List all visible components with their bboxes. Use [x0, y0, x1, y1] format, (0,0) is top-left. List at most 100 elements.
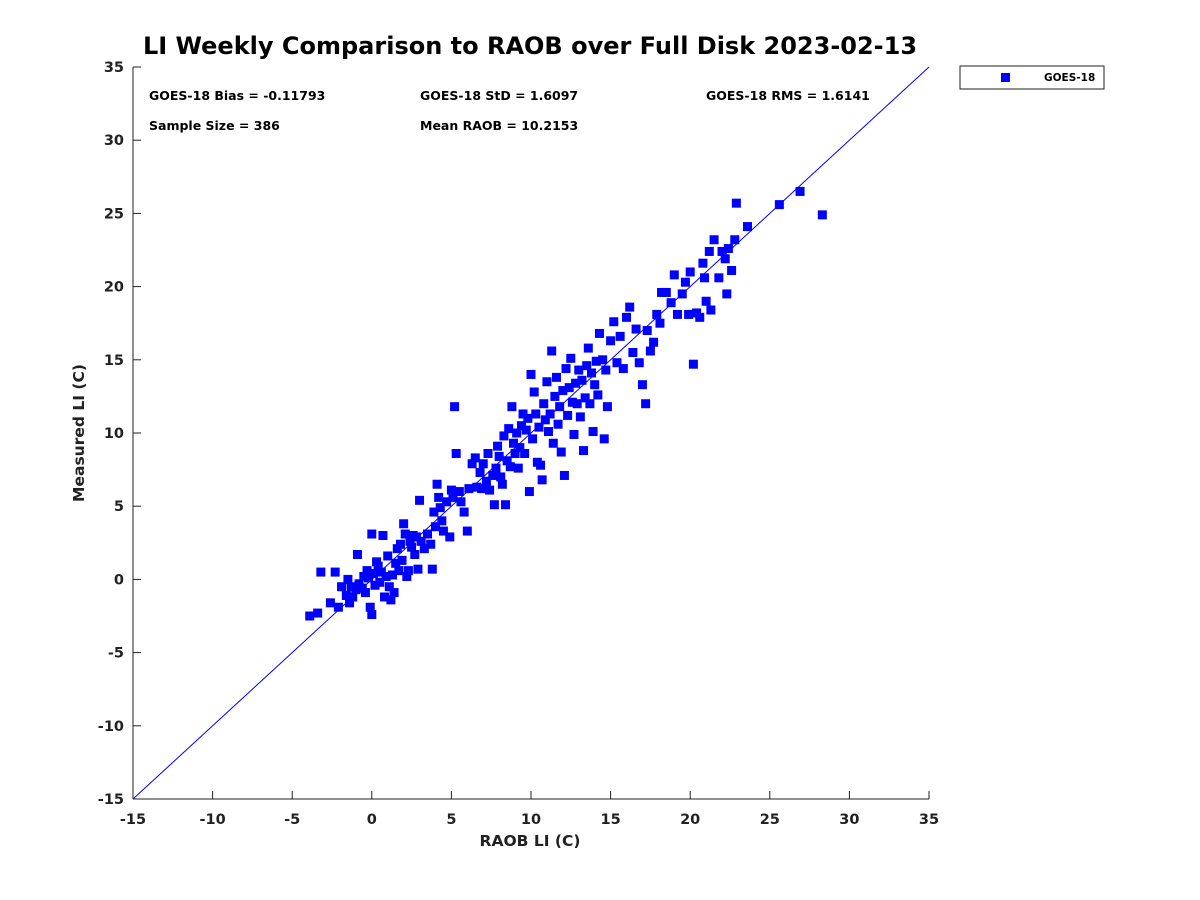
data-point: [415, 495, 425, 505]
data-point: [394, 566, 404, 576]
data-point: [542, 377, 552, 387]
data-point: [590, 380, 600, 390]
y-tick-label: 25: [104, 206, 124, 222]
data-point: [483, 448, 493, 458]
data-point: [381, 571, 391, 581]
y-axis-ticks: -15 -10 -5 0 5 10 15 20 25 30 35: [98, 60, 141, 808]
data-point: [451, 448, 461, 458]
data-point: [555, 402, 565, 412]
data-point: [360, 588, 370, 598]
data-point: [367, 529, 377, 539]
legend: GOES-18: [959, 65, 1105, 90]
data-point: [688, 359, 698, 369]
data-point: [545, 409, 555, 419]
data-point: [540, 415, 550, 425]
data-point: [362, 566, 372, 576]
data-point: [521, 425, 531, 435]
data-point: [365, 602, 375, 612]
data-point: [373, 561, 383, 571]
data-point: [731, 198, 741, 208]
data-point: [437, 516, 447, 526]
data-point: [445, 532, 455, 542]
data-point: [494, 451, 504, 461]
data-point: [523, 413, 533, 423]
data-point: [700, 273, 710, 283]
data-point: [547, 346, 557, 356]
data-point: [625, 302, 635, 312]
data-point: [516, 421, 526, 431]
data-point: [411, 532, 421, 542]
data-point: [485, 485, 495, 495]
data-point: [666, 298, 676, 308]
data-point: [504, 424, 514, 434]
data-point: [376, 567, 386, 577]
data-point: [386, 595, 396, 605]
data-point: [305, 611, 315, 621]
data-point: [569, 429, 579, 439]
data-point: [586, 368, 596, 378]
data-point: [637, 380, 647, 390]
data-point: [714, 273, 724, 283]
data-point: [464, 484, 474, 494]
data-point: [515, 443, 525, 453]
y-tick-label: 20: [104, 280, 124, 296]
data-point: [698, 258, 708, 268]
data-point: [534, 422, 544, 432]
data-point: [316, 567, 326, 577]
data-point: [446, 485, 456, 495]
data-point: [448, 492, 458, 502]
data-point: [593, 390, 603, 400]
data-point: [548, 438, 558, 448]
data-point: [558, 386, 568, 396]
data-point: [553, 419, 563, 429]
data-point: [462, 526, 472, 536]
data-point: [722, 289, 732, 299]
data-point: [508, 438, 518, 448]
data-point: [472, 482, 482, 492]
data-point: [677, 289, 687, 299]
data-point: [380, 592, 390, 602]
data-point: [341, 591, 351, 601]
data-point: [631, 324, 641, 334]
data-point: [403, 566, 413, 576]
data-point: [563, 410, 573, 420]
data-point: [488, 470, 498, 480]
x-tick-label: 20: [680, 812, 700, 828]
data-point: [467, 459, 477, 469]
data-point: [795, 186, 805, 196]
data-point: [501, 500, 511, 510]
y-tick-label: -15: [98, 792, 124, 808]
data-point: [598, 355, 608, 365]
data-point: [387, 570, 397, 580]
data-point: [518, 409, 528, 419]
data-point: [512, 428, 522, 438]
data-point: [481, 476, 491, 486]
data-point: [615, 331, 625, 341]
data-point: [402, 571, 412, 581]
data-point: [567, 397, 577, 407]
legend-entry-label: GOES-18: [1044, 72, 1095, 84]
data-point: [395, 539, 405, 549]
data-point: [574, 365, 584, 375]
data-point: [510, 448, 520, 458]
data-point: [426, 539, 436, 549]
data-point: [550, 391, 560, 401]
data-point: [427, 564, 437, 574]
data-point: [601, 365, 611, 375]
data-point: [489, 500, 499, 510]
data-point: [337, 582, 347, 592]
data-point: [641, 399, 651, 409]
data-point: [333, 602, 343, 612]
data-point: [378, 530, 388, 540]
data-point: [528, 434, 538, 444]
data-point: [313, 608, 323, 618]
stat-std: GOES-18 StD = 1.6097: [420, 88, 578, 103]
y-tick-label: 5: [114, 499, 124, 515]
data-point: [325, 598, 335, 608]
x-tick-label: 30: [839, 812, 859, 828]
data-point: [352, 550, 362, 560]
data-point: [502, 456, 512, 466]
data-point: [642, 326, 652, 336]
data-point: [499, 431, 509, 441]
y-tick-label: -5: [108, 646, 124, 662]
